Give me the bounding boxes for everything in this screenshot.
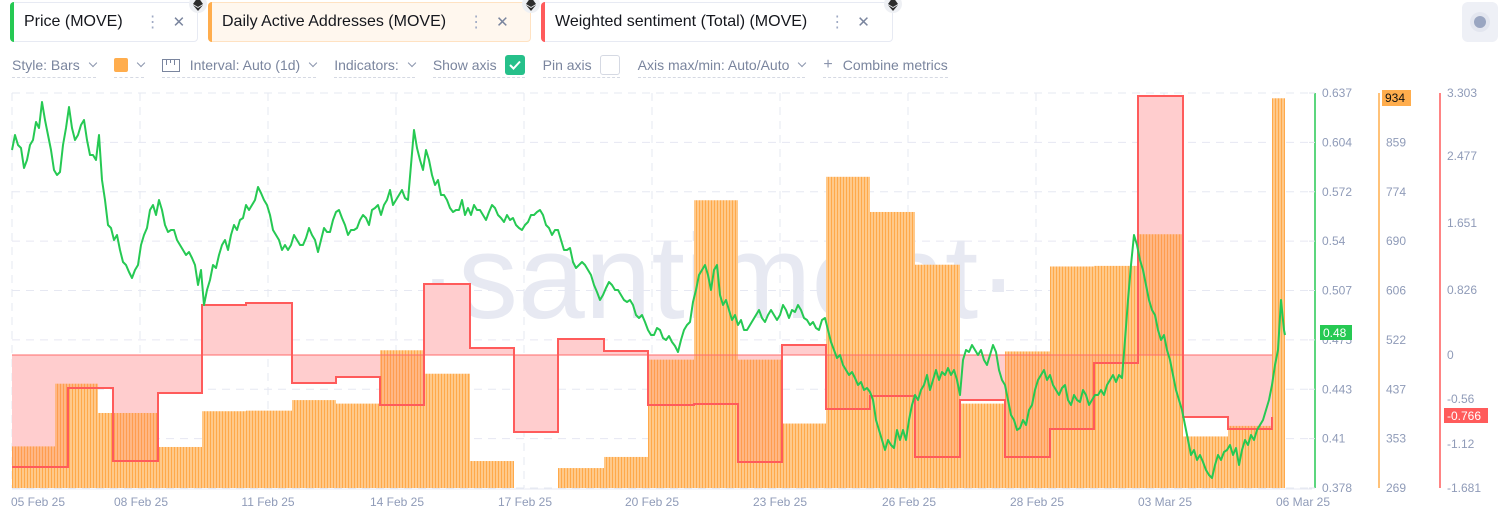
combine-metrics-button[interactable]: + Combine metrics [823,56,948,78]
svg-text:0.54: 0.54 [1322,234,1346,248]
style-dropdown[interactable]: Style: Bars [12,56,97,78]
close-icon[interactable]: ✕ [172,14,186,31]
svg-text:353: 353 [1386,432,1406,446]
svg-text:1.651: 1.651 [1447,216,1477,230]
price-current-badge: 0.48 [1320,325,1352,340]
daa-axis-ticks: 859 774 690 606 522 437 353 269 [1386,135,1406,495]
daa-color-bar [208,2,212,42]
tab-label: Weighted sentiment (Total) (MOVE) [555,13,808,30]
settings-dot-icon [1474,16,1486,28]
indicators-label: Indicators: [334,57,399,73]
sentiment-color-bar [541,2,545,42]
tab-label: Price (MOVE) [24,13,123,30]
svg-text:23 Feb 25: 23 Feb 25 [753,495,807,509]
combine-metrics-label: Combine metrics [842,57,948,73]
svg-text:606: 606 [1386,284,1406,298]
axis-maxmin-label: Axis max/min: Auto/Auto [637,57,790,73]
x-axis-date-labels: 05 Feb 25 08 Feb 25 11 Feb 25 14 Feb 25 17 F… [11,495,1330,509]
sentiment-step-line [12,95,1273,468]
more-options-icon[interactable]: ⋮ [144,14,161,31]
svg-text:11 Feb 25: 11 Feb 25 [241,495,294,509]
svg-text:05 Feb 25: 05 Feb 25 [11,495,65,509]
svg-text:0.48: 0.48 [1323,326,1347,340]
price-axis-ticks: 0.6370.6040.5720.540.5070.4750.4430.410.… [1309,86,1352,495]
ethereum-icon [884,0,902,13]
svg-text:26 Feb 25: 26 Feb 25 [882,495,936,509]
pin-axis-label: Pin axis [542,57,592,73]
svg-text:0.637: 0.637 [1322,86,1352,100]
show-axis-label: Show axis [432,57,497,73]
price-line [11,101,1286,479]
ethereum-icon [189,0,207,13]
interval-label: Interval: Auto (1d) [189,57,301,73]
tab-label: Daily Active Addresses (MOVE) [222,13,447,30]
svg-text:-0.56: -0.56 [1447,392,1475,406]
svg-text:28 Feb 25: 28 Feb 25 [1010,495,1064,509]
tab-weighted-sentiment[interactable]: Weighted sentiment (Total) (MOVE) ⋮ ✕ [541,0,902,42]
axis-maxmin-dropdown[interactable]: Axis max/min: Auto/Auto [637,56,807,78]
svg-text:-1.12: -1.12 [1447,437,1475,451]
svg-text:03 Mar 25: 03 Mar 25 [1138,495,1192,509]
daa-current-badge: 934 [1382,90,1411,106]
svg-text:0.604: 0.604 [1322,135,1352,149]
svg-text:0.378: 0.378 [1322,481,1352,495]
svg-text:20 Feb 25: 20 Feb 25 [625,495,679,509]
settings-toggle-button[interactable] [1462,2,1498,42]
style-label: Style: Bars [12,57,80,73]
plus-icon: + [823,56,833,73]
chart-toolbar: Style: Bars Interval: Auto (1d) Indicato… [12,55,966,78]
svg-text:-1.681: -1.681 [1447,481,1481,495]
svg-text:269: 269 [1386,481,1406,495]
ruler-icon [161,58,180,72]
svg-text:690: 690 [1386,234,1406,248]
svg-text:-0.766: -0.766 [1447,409,1481,423]
interval-dropdown[interactable]: Interval: Auto (1d) [161,56,318,78]
svg-text:3.303: 3.303 [1447,86,1477,100]
svg-text:14 Feb 25: 14 Feb 25 [370,495,424,509]
metric-tabs: Price (MOVE) ⋮ ✕ Daily Active Addresses … [10,0,902,42]
svg-text:774: 774 [1386,185,1406,199]
svg-text:934: 934 [1385,91,1405,105]
svg-text:0.41: 0.41 [1322,432,1346,446]
show-axis-checkbox[interactable] [504,55,525,75]
svg-text:0.443: 0.443 [1322,382,1352,396]
svg-text:08 Feb 25: 08 Feb 25 [114,495,168,509]
price-color-bar [10,2,14,42]
svg-text:2.477: 2.477 [1447,149,1477,163]
sentiment-overlap [12,96,1272,467]
tab-price[interactable]: Price (MOVE) ⋮ ✕ [10,0,207,42]
tab-daily-active-addresses[interactable]: Daily Active Addresses (MOVE) ⋮ ✕ [208,0,540,42]
ethereum-icon [522,0,540,13]
close-icon[interactable]: ✕ [857,14,870,31]
svg-text:0.826: 0.826 [1447,283,1477,297]
svg-text:437: 437 [1386,382,1406,396]
color-swatch [113,58,128,72]
svg-text:0.507: 0.507 [1322,284,1352,298]
daa-bars [12,98,1285,489]
svg-text:859: 859 [1386,135,1406,149]
svg-text:06 Mar 25: 06 Mar 25 [1276,495,1330,509]
svg-text:522: 522 [1386,333,1406,347]
color-picker[interactable] [113,56,145,78]
show-axis-toggle[interactable]: Show axis [432,55,525,78]
svg-text:0: 0 [1447,348,1454,362]
sentiment-current-badge: -0.766 [1444,408,1488,423]
pin-axis-checkbox[interactable] [599,55,620,75]
pin-axis-toggle[interactable]: Pin axis [542,55,620,78]
close-icon[interactable]: ✕ [496,14,509,31]
sentiment-axis-ticks: 3.303 2.477 1.651 0.826 0 -0.56 -1.12 -1.681 [1447,86,1481,495]
svg-text:0.572: 0.572 [1322,185,1352,199]
svg-text:17 Feb 25: 17 Feb 25 [498,495,552,509]
indicators-dropdown[interactable]: Indicators: [334,56,417,78]
